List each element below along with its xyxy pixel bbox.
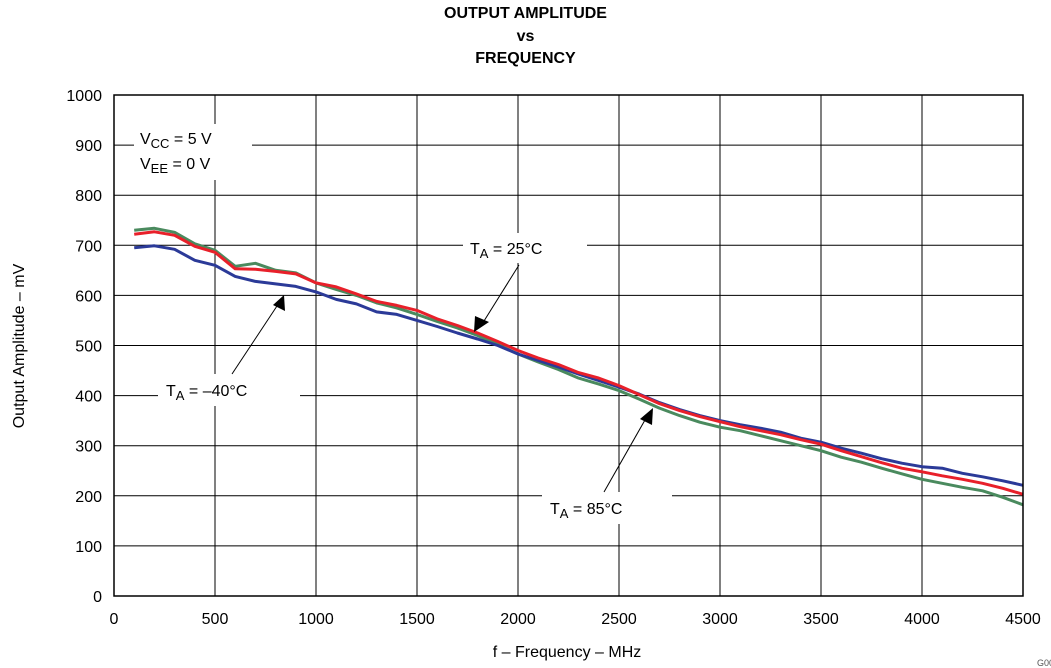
- vcc-main: V: [140, 131, 151, 148]
- annotation-25c-arrowhead: [474, 316, 489, 332]
- x-axis-label: f – Frequency – MHz: [493, 644, 642, 661]
- y-tick-label: 100: [75, 539, 102, 556]
- ta-main: T: [470, 241, 480, 258]
- x-tick-label: 500: [202, 611, 229, 628]
- x-tick-label: 0: [110, 611, 119, 628]
- ta-rest: = 85°C: [568, 501, 622, 518]
- x-tick-label: 1000: [298, 611, 334, 628]
- annotation-minus40c-label: TA = –40°C: [166, 383, 247, 403]
- annotation-85c-arrowhead: [640, 408, 653, 425]
- y-axis-label: Output Amplitude – mV: [11, 263, 28, 428]
- annotation-25c: TA = 25°C: [463, 233, 587, 332]
- vee-sub: EE: [151, 161, 169, 176]
- y-tick-label: 400: [75, 389, 102, 406]
- chart-title-line-1: OUTPUT AMPLITUDE: [444, 5, 607, 22]
- x-tick-label: 3000: [702, 611, 738, 628]
- x-tick-label: 2000: [500, 611, 536, 628]
- annotation-85c-label: TA = 85°C: [550, 501, 622, 521]
- y-tick-label: 200: [75, 489, 102, 506]
- vee-condition: VEE = 0 V: [140, 156, 211, 176]
- y-tick-label: 300: [75, 439, 102, 456]
- chart-title-line-2: vs: [516, 28, 535, 45]
- x-tick-label: 4000: [904, 611, 940, 628]
- series-group: [134, 226, 1024, 507]
- annotation-minus40c: TA = –40°C: [158, 295, 300, 406]
- vcc-rest: = 5 V: [169, 131, 212, 148]
- x-tick-label: 2500: [601, 611, 637, 628]
- x-tick-label: 1500: [399, 611, 435, 628]
- tick-labels: 0 500 1000 1500 2000 2500 3000 3500 4000 4500 0 100…: [66, 88, 1040, 628]
- conditions-box: VCC = 5 V VEE = 0 V: [134, 124, 252, 180]
- series-line-blue: [134, 244, 1024, 487]
- y-tick-label: 1000: [66, 88, 102, 105]
- y-tick-label: 900: [75, 138, 102, 155]
- y-tick-label: 0: [93, 589, 102, 606]
- ta-sub: A: [176, 388, 185, 403]
- vee-main: V: [140, 156, 151, 173]
- plot-frame: [113, 94, 1024, 597]
- vcc-condition: VCC = 5 V: [140, 131, 212, 151]
- ta-main: T: [166, 383, 176, 400]
- x-tick-label: 3500: [803, 611, 839, 628]
- annotation-25c-leader: [483, 264, 520, 322]
- annotation-85c: TA = 85°C: [542, 408, 672, 524]
- annotation-85c-leader: [603, 419, 646, 493]
- ta-sub: A: [560, 506, 569, 521]
- chart-title-line-3: FREQUENCY: [475, 50, 576, 67]
- y-tick-label: 600: [75, 288, 102, 305]
- y-tick-label: 500: [75, 339, 102, 356]
- vee-rest: = 0 V: [168, 156, 211, 173]
- y-tick-label: 800: [75, 188, 102, 205]
- vcc-sub: CC: [151, 136, 170, 151]
- figure-id: G001: [1037, 658, 1051, 668]
- x-tick-label: 4500: [1005, 611, 1041, 628]
- y-tick-label: 700: [75, 238, 102, 255]
- ta-rest: = 25°C: [488, 241, 542, 258]
- ta-main: T: [550, 501, 560, 518]
- ta-rest: = –40°C: [184, 383, 247, 400]
- annotation-minus40c-leader: [231, 305, 278, 375]
- annotation-25c-label: TA = 25°C: [470, 241, 542, 261]
- ta-sub: A: [480, 246, 489, 261]
- annotation-minus40c-arrowhead: [273, 295, 285, 311]
- series-line-red: [134, 230, 1024, 496]
